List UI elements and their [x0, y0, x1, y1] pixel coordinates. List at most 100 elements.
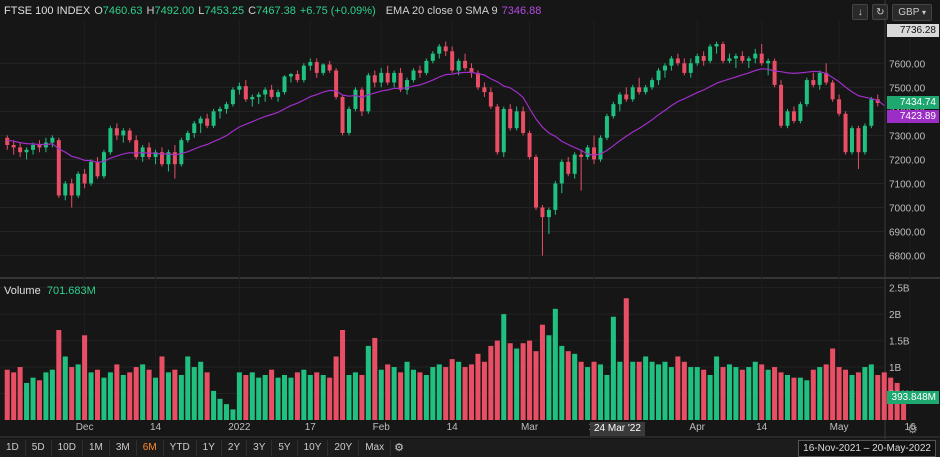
volume-bar	[294, 372, 300, 420]
price-candles	[5, 41, 880, 256]
candle-body	[733, 56, 738, 59]
candle-body	[37, 145, 42, 148]
candle-body	[269, 89, 274, 97]
ema-label: EMA 20 close 0 SMA 9	[385, 5, 498, 17]
range-6m[interactable]: 6M	[137, 440, 164, 456]
candle-body	[63, 183, 68, 196]
volume-bar	[146, 369, 152, 420]
range-5y[interactable]: 5Y	[272, 440, 298, 456]
volume-bar	[778, 372, 784, 420]
volume-bar	[191, 367, 197, 420]
range-3y[interactable]: 3Y	[247, 440, 273, 456]
volume-bar	[120, 375, 126, 420]
candle-body	[327, 64, 332, 71]
time-tick-label: May	[830, 422, 849, 433]
volume-bar	[726, 364, 732, 420]
volume-bar	[159, 356, 165, 420]
volume-bar	[410, 369, 416, 420]
volume-bar	[43, 372, 49, 420]
low-label: L	[198, 5, 205, 17]
candle-body	[669, 58, 674, 66]
volume-bar	[875, 375, 881, 420]
candle-body	[708, 46, 713, 61]
currency-select[interactable]: GBP ▾	[892, 4, 932, 21]
range-20y[interactable]: 20Y	[328, 440, 360, 456]
volume-bar	[668, 367, 674, 420]
candle-body	[817, 72, 822, 85]
ema-line	[7, 68, 885, 163]
volume-bar	[559, 345, 565, 420]
candle-body	[585, 147, 590, 158]
volume-bar	[198, 361, 204, 420]
range-1y[interactable]: 1Y	[197, 440, 222, 456]
volume-bar	[417, 372, 423, 420]
volume-bar	[636, 361, 642, 420]
price-axis[interactable]: 7600.007500.007400.007300.007200.007100.…	[889, 59, 926, 262]
time-axis[interactable]: Dec14202217Feb14Mar14Apr14May16	[76, 422, 916, 433]
time-tick-label: Dec	[76, 422, 94, 433]
volume-bar	[327, 377, 333, 420]
candle-body	[875, 99, 880, 103]
volume-bar	[527, 340, 533, 420]
candle-body	[108, 128, 113, 153]
volume-bar	[307, 375, 313, 420]
candle-body	[405, 80, 410, 90]
range-ytd[interactable]: YTD	[164, 440, 197, 456]
range-1d[interactable]: 1D	[0, 440, 26, 456]
volume-bar	[443, 367, 449, 420]
volume-bar	[243, 375, 249, 420]
candle-body	[811, 80, 816, 85]
gear-icon[interactable]: ⚙	[394, 442, 405, 454]
volume-bar	[830, 348, 836, 420]
range-3m[interactable]: 3M	[110, 440, 137, 456]
candle-body	[340, 96, 345, 133]
volume-bar	[656, 364, 662, 420]
candle-body	[546, 209, 551, 218]
volume-bar	[133, 367, 139, 420]
range-10y[interactable]: 10Y	[298, 440, 329, 456]
volume-tick-label: 2.5B	[889, 284, 910, 295]
volume-bar	[236, 372, 242, 420]
range-max[interactable]: Max	[359, 440, 392, 456]
candle-body	[688, 63, 693, 73]
volume-bar	[630, 361, 636, 420]
candle-body	[604, 116, 609, 138]
volume-bar	[733, 367, 739, 420]
volume-bar	[849, 375, 855, 420]
volume-bar	[288, 377, 294, 420]
gear-icon[interactable]: ⚙	[907, 422, 918, 436]
candle-body	[475, 72, 480, 88]
volume-bar	[269, 369, 275, 420]
volume-bar	[378, 369, 384, 420]
volume-bar	[153, 377, 159, 420]
price-tick-label: 7500.00	[889, 83, 926, 94]
volume-bar	[11, 372, 17, 420]
date-range-display[interactable]: 16-Nov-2021 – 20-May-2022	[798, 440, 936, 457]
candle-body	[121, 130, 126, 136]
refresh-icon[interactable]: ↻	[872, 4, 889, 20]
volume-bar	[520, 343, 526, 420]
candle-body	[592, 147, 597, 160]
candle-body	[134, 140, 139, 158]
price-tick-label: 7200.00	[889, 155, 926, 166]
range-10d[interactable]: 10D	[52, 440, 83, 456]
volume-bar	[140, 364, 146, 420]
candle-body	[527, 132, 532, 158]
chart-canvas[interactable]: 7600.007500.007400.007300.007200.007100.…	[0, 0, 940, 439]
candle-body	[321, 64, 326, 73]
volume-bar	[694, 367, 700, 420]
time-tick-label: Feb	[373, 422, 391, 433]
download-icon[interactable]: ↓	[852, 4, 869, 20]
range-5d[interactable]: 5D	[26, 440, 52, 456]
candle-body	[417, 70, 422, 73]
candle-body	[643, 87, 648, 93]
volume-bar	[784, 375, 791, 420]
volume-bar	[301, 369, 307, 420]
candle-body	[18, 147, 23, 153]
range-1m[interactable]: 1M	[83, 440, 110, 456]
volume-bar	[262, 375, 268, 420]
volume-bar	[430, 367, 436, 420]
volume-bar	[901, 399, 907, 420]
volume-label: Volume	[4, 285, 41, 297]
range-2y[interactable]: 2Y	[222, 440, 248, 456]
